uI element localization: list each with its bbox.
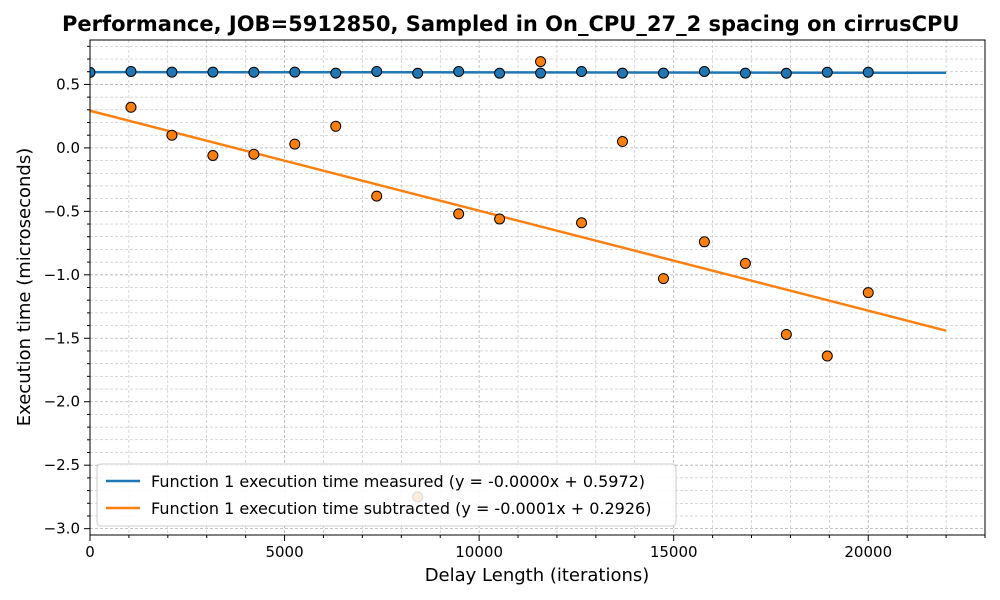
x-axis-label: Delay Length (iterations): [425, 565, 650, 586]
point-measured: [821, 66, 833, 78]
point-subtracted: [821, 350, 833, 362]
legend-label-subtracted: Function 1 execution time subtracted (y …: [151, 499, 651, 518]
point-measured: [576, 65, 588, 77]
y-tick-label: 0.0: [56, 139, 80, 157]
y-axis-label: Execution time (microseconds): [14, 148, 35, 427]
ticks: 0 5000 10000 15000 20000 −3.0 −2.5 −2.0 −1.5 −1.0…: [44, 45, 986, 561]
y-tick-label: −2.5: [44, 456, 80, 474]
x-tick-label: 5000: [265, 543, 303, 561]
point-subtracted: [289, 138, 301, 150]
y-tick-label: 0.5: [56, 75, 80, 93]
point-measured: [166, 66, 178, 78]
point-subtracted: [166, 129, 178, 141]
point-subtracted: [494, 213, 506, 225]
point-measured: [657, 67, 669, 79]
point-measured: [494, 67, 506, 79]
y-tick-label: −2.0: [44, 393, 80, 411]
point-subtracted: [248, 148, 260, 160]
point-measured: [780, 67, 792, 79]
y-tick-label: −1.5: [44, 329, 80, 347]
fit-lines: [89, 70, 947, 332]
legend-label-measured: Function 1 execution time measured (y = …: [151, 472, 645, 491]
point-measured: [248, 66, 260, 78]
x-tick-label: 15000: [650, 543, 698, 561]
chart-title: Performance, JOB=5912850, Sampled in On_…: [62, 12, 959, 36]
point-subtracted: [616, 136, 628, 148]
point-subtracted: [739, 257, 751, 269]
point-subtracted: [698, 236, 710, 248]
y-tick-label: −1.0: [44, 266, 80, 284]
fit-line-measured: [89, 70, 947, 74]
point-measured: [739, 67, 751, 79]
point-measured: [289, 66, 301, 78]
point-measured: [862, 66, 874, 78]
y-tick-label: −0.5: [44, 202, 80, 220]
point-measured: [616, 67, 628, 79]
point-measured: [90, 66, 96, 78]
point-subtracted: [576, 217, 588, 229]
x-tick-label: 20000: [844, 543, 892, 561]
legend-box: [96, 463, 677, 527]
point-measured: [412, 67, 424, 79]
x-tick-label: 10000: [455, 543, 503, 561]
point-subtracted: [207, 150, 219, 161]
point-measured: [207, 66, 219, 78]
point-measured: [698, 65, 710, 77]
point-subtracted: [535, 56, 547, 68]
point-measured: [125, 65, 137, 77]
x-tick-label: 0: [85, 543, 95, 561]
point-measured: [330, 67, 342, 79]
point-measured: [371, 65, 383, 77]
point-subtracted: [371, 190, 383, 202]
point-subtracted: [125, 101, 137, 113]
point-subtracted: [330, 120, 342, 132]
point-subtracted: [780, 328, 792, 340]
point-subtracted: [453, 208, 465, 220]
point-subtracted: [862, 287, 874, 299]
point-measured: [453, 65, 465, 77]
point-subtracted: [657, 273, 669, 285]
point-measured: [535, 67, 547, 79]
fit-line-subtracted: [89, 109, 947, 332]
y-tick-label: −3.0: [44, 520, 80, 538]
legend: Function 1 execution time measured (y = …: [96, 463, 677, 527]
